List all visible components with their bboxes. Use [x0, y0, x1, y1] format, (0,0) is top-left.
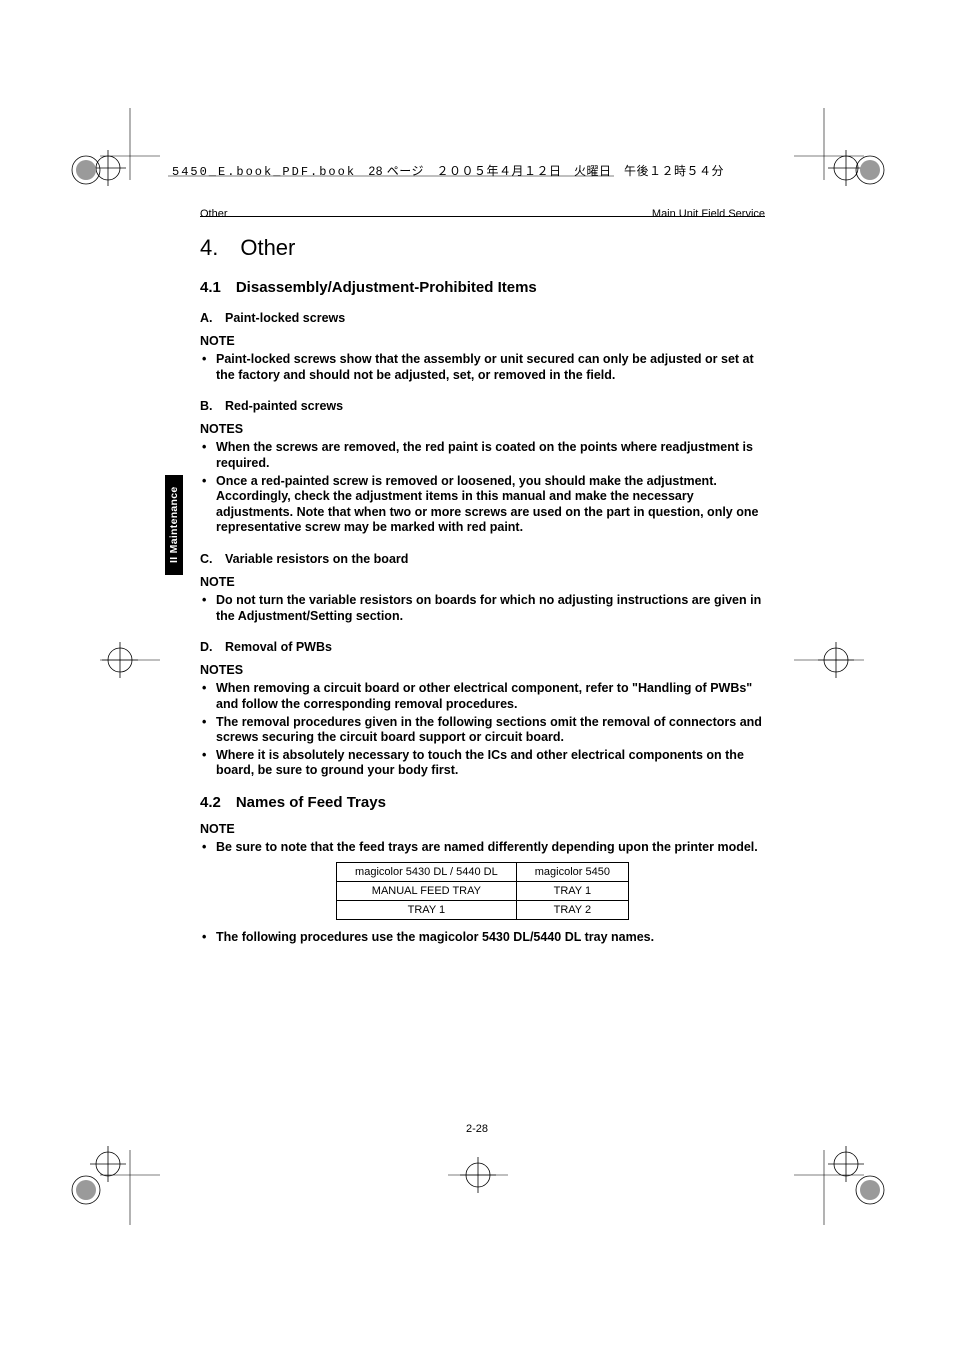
book-tag: 5450_E.book_PDF.book 28 ページ ２００５年４月１２日 火… [172, 162, 724, 179]
bullets-a: Paint-locked screws show that the assemb… [200, 352, 765, 383]
subsection-b-title: B. Red-painted screws [200, 395, 765, 414]
bullet-item: The following procedures use the magicol… [200, 930, 765, 946]
header-rule [200, 216, 765, 217]
bullets-b: When the screws are removed, the red pai… [200, 440, 765, 536]
note-head-c: NOTE [200, 575, 765, 589]
bullets-42-post: The following procedures use the magicol… [200, 930, 765, 946]
subsection-c-title: C. Variable resistors on the board [200, 548, 765, 567]
subsection-d-title: D. Removal of PWBs [200, 636, 765, 655]
bullet-item: Where it is absolutely necessary to touc… [200, 748, 765, 779]
bullets-d: When removing a circuit board or other e… [200, 681, 765, 779]
side-tab: II Maintenance [165, 475, 183, 575]
page-number: 2-28 [0, 1123, 954, 1135]
heading-1: 4. Other [200, 230, 765, 262]
bullet-item: When removing a circuit board or other e… [200, 681, 765, 712]
header-right: Main Unit Field Service [652, 208, 765, 220]
note-head-a: NOTE [200, 334, 765, 348]
note-head-b: NOTES [200, 422, 765, 436]
bullets-42-pre: Be sure to note that the feed trays are … [200, 840, 765, 856]
bullet-item: When the screws are removed, the red pai… [200, 440, 765, 471]
subsection-a-title: A. Paint-locked screws [200, 307, 765, 326]
note-head-d: NOTES [200, 663, 765, 677]
content-area: 4. Other 4.1 Disassembly/Adjustment-Proh… [200, 230, 765, 957]
section-4-1-title: 4.1 Disassembly/Adjustment-Prohibited It… [200, 276, 765, 297]
note-head-42: NOTE [200, 822, 765, 836]
table-row: magicolor 5430 DL / 5440 DL magicolor 54… [337, 862, 629, 881]
bullets-c: Do not turn the variable resistors on bo… [200, 593, 765, 624]
feed-tray-table: magicolor 5430 DL / 5440 DL magicolor 54… [336, 862, 629, 920]
header-left: Other [200, 208, 228, 220]
table-cell: magicolor 5430 DL / 5440 DL [337, 862, 517, 881]
table-row: MANUAL FEED TRAY TRAY 1 [337, 881, 629, 900]
bullet-item: Once a red-painted screw is removed or l… [200, 474, 765, 537]
bullet-item: The removal procedures given in the foll… [200, 715, 765, 746]
bullet-item: Be sure to note that the feed trays are … [200, 840, 765, 856]
table-row: TRAY 1 TRAY 2 [337, 900, 629, 919]
table-cell: TRAY 1 [337, 900, 517, 919]
table-cell: magicolor 5450 [516, 862, 628, 881]
book-filename: 5450_E.book_PDF.book [172, 165, 356, 179]
bullet-item: Do not turn the variable resistors on bo… [200, 593, 765, 624]
book-rest: 28 ページ ２００５年４月１２日 火曜日 午後１２時５４分 [356, 164, 724, 178]
bullet-item: Paint-locked screws show that the assemb… [200, 352, 765, 383]
table-cell: MANUAL FEED TRAY [337, 881, 517, 900]
section-4-2-title: 4.2 Names of Feed Trays [200, 791, 765, 812]
table-cell: TRAY 2 [516, 900, 628, 919]
table-cell: TRAY 1 [516, 881, 628, 900]
